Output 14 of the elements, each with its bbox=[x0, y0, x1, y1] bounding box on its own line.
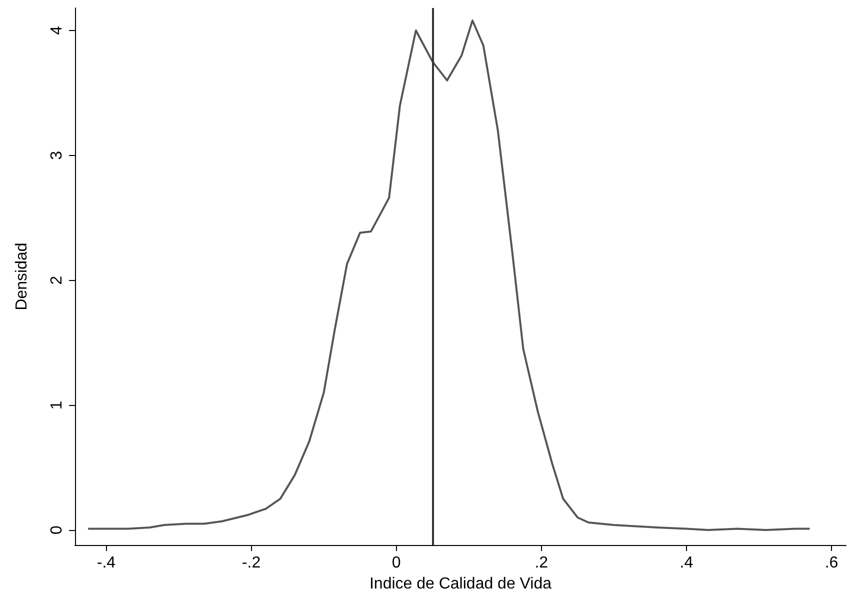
line-series bbox=[87, 19, 811, 532]
x-tick-label: .2 bbox=[534, 554, 548, 572]
y-tick-label: 2 bbox=[48, 276, 66, 285]
x-tick-label: 0 bbox=[392, 554, 401, 572]
x-tick-label: .6 bbox=[824, 554, 838, 572]
x-tick-label: -.4 bbox=[96, 554, 116, 572]
x-axis-title: Indice de Calidad de Vida bbox=[369, 575, 552, 592]
y-axis-title: Densidad bbox=[14, 242, 30, 310]
x-tick-label: .4 bbox=[680, 554, 694, 572]
x-tick-label: -.2 bbox=[242, 554, 261, 572]
y-tick-label: 4 bbox=[48, 26, 66, 35]
y-tick-label: 0 bbox=[48, 525, 66, 534]
y-tick-label: 1 bbox=[48, 400, 66, 410]
y-tick-label: 3 bbox=[48, 150, 66, 160]
